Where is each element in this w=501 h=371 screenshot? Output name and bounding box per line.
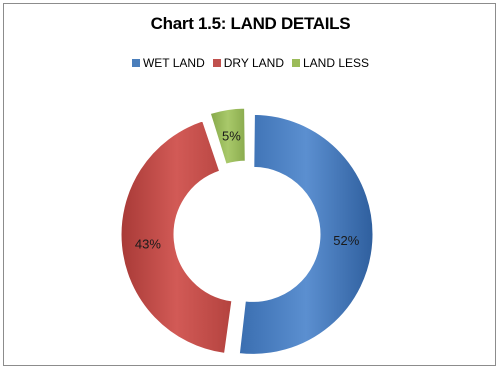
legend-label-wet-land: WET LAND	[142, 56, 205, 70]
data-label-dry-land: 43%	[135, 236, 161, 251]
slice-wet-land	[238, 113, 374, 355]
legend-item-dry-land: DRY LAND	[212, 56, 284, 70]
legend-item-land-less: LAND LESS	[292, 56, 369, 70]
data-label-wet-land: 52%	[333, 233, 359, 248]
legend-swatch-wet-land	[131, 59, 140, 67]
slice-land-less	[209, 107, 246, 165]
data-label-land-less: 5%	[222, 129, 241, 144]
chart-title: Chart 1.5: LAND DETAILS	[150, 14, 351, 33]
slice-dry-land	[120, 120, 233, 354]
doughnut-chart: 52% 43% 5%	[120, 107, 374, 355]
chart-frame: Chart 1.5: LAND DETAILS WET LAND DRY LAN…	[3, 3, 496, 366]
chart-legend: WET LAND DRY LAND LAND LESS	[4, 56, 497, 70]
legend-swatch-dry-land	[212, 59, 221, 67]
legend-swatch-land-less	[292, 59, 300, 67]
legend-label-dry-land: DRY LAND	[223, 56, 284, 70]
legend-item-wet-land: WET LAND	[131, 56, 205, 70]
legend-label-land-less: LAND LESS	[303, 56, 370, 70]
